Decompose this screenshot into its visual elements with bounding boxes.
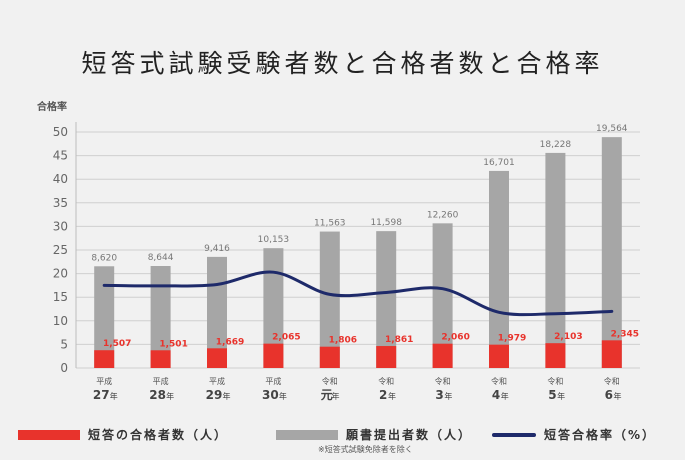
y-tick-label: 5 xyxy=(60,337,68,351)
bar-passers xyxy=(150,350,171,368)
x-tick-era: 平成 xyxy=(209,376,225,386)
data-label-applicants: 9,416 xyxy=(204,244,230,254)
bar-applicants xyxy=(432,223,453,368)
legend-label-passers: 短答の合格者数（人） xyxy=(88,428,229,442)
rate-line xyxy=(102,270,614,317)
x-tick-era: 令和 xyxy=(547,376,563,386)
data-label-passers: 2,060 xyxy=(441,333,469,343)
data-label-applicants: 11,563 xyxy=(314,219,346,229)
data-label-passers: 1,861 xyxy=(385,335,413,345)
legend-swatch-passers xyxy=(18,429,80,440)
data-label-applicants: 19,564 xyxy=(596,124,628,134)
data-label-applicants: 8,620 xyxy=(91,253,117,263)
data-label-passers: 1,979 xyxy=(498,334,526,344)
legend-item-applicants: 願書提出者数（人） xyxy=(276,426,472,443)
x-tick-unit: 年 xyxy=(332,391,340,401)
chart-title: 短答式試験受験者数と合格者数と合格率 xyxy=(81,49,604,78)
bar-passers xyxy=(489,344,509,368)
legend-item-rate: 短答合格率（%） xyxy=(492,426,656,443)
y-tick-label: 40 xyxy=(53,172,68,186)
x-tick-unit: 年 xyxy=(557,391,565,401)
x-tick-unit: 年 xyxy=(444,391,452,401)
bar-passers xyxy=(376,346,397,368)
y-axis-label: 合格率 xyxy=(36,100,67,113)
x-tick-era: 令和 xyxy=(604,376,620,386)
x-tick-year: 4 xyxy=(492,388,500,402)
x-tick-unit: 年 xyxy=(223,391,231,401)
legend-item-passers: 短答の合格者数（人） xyxy=(18,426,228,443)
data-label-applicants: 18,228 xyxy=(540,140,572,150)
x-tick-year: 27 xyxy=(93,388,110,402)
bar-applicants xyxy=(489,170,509,368)
y-tick-label: 50 xyxy=(53,125,68,139)
y-tick-label: 20 xyxy=(53,267,68,281)
x-tick-era: 令和 xyxy=(435,376,451,386)
x-tick-year: 3 xyxy=(435,388,443,402)
x-tick-unit: 年 xyxy=(279,391,287,401)
x-tick-era: 令和 xyxy=(491,376,507,386)
y-tick-label: 35 xyxy=(53,196,68,210)
y-tick-label: 15 xyxy=(53,290,68,304)
bar-applicants xyxy=(150,266,171,368)
legend-label-rate: 短答合格率（%） xyxy=(544,428,657,442)
x-tick-year: 30 xyxy=(262,388,279,402)
data-label-applicants: 10,153 xyxy=(258,235,290,245)
legend-swatch-applicants xyxy=(276,429,338,440)
data-label-applicants: 8,644 xyxy=(148,253,174,263)
x-tick-year: 6 xyxy=(605,388,613,402)
bar-passers xyxy=(545,343,566,368)
bar-applicants xyxy=(263,248,284,368)
data-label-passers: 2,345 xyxy=(611,329,639,339)
data-label-applicants: 12,260 xyxy=(427,210,459,220)
legend-label-applicants: 願書提出者数（人） xyxy=(346,428,473,442)
y-tick-label: 0 xyxy=(60,361,68,375)
x-tick-era: 令和 xyxy=(322,376,338,386)
x-tick-year: 元 xyxy=(321,388,333,402)
y-tick-label: 25 xyxy=(53,243,68,257)
x-tick-era: 平成 xyxy=(96,376,112,386)
y-tick-label: 10 xyxy=(53,314,68,328)
data-label-passers: 1,501 xyxy=(159,339,187,349)
x-tick-unit: 年 xyxy=(501,391,509,401)
data-label-passers: 1,806 xyxy=(329,336,357,346)
data-label-passers: 1,507 xyxy=(103,339,131,349)
data-label-passers: 2,103 xyxy=(554,332,582,342)
y-tick-label: 45 xyxy=(53,149,68,163)
bar-applicants xyxy=(94,266,115,368)
x-tick-year: 5 xyxy=(548,388,556,402)
x-tick-era: 令和 xyxy=(378,376,394,386)
x-tick-unit: 年 xyxy=(166,391,174,401)
bar-passers xyxy=(207,348,227,368)
bar-passers xyxy=(263,343,284,368)
data-label-applicants: 11,598 xyxy=(370,218,402,228)
x-tick-unit: 年 xyxy=(388,391,396,401)
bar-passers xyxy=(319,346,340,368)
data-label-passers: 2,065 xyxy=(272,333,300,343)
y-tick-label: 30 xyxy=(53,219,68,233)
x-tick-year: 2 xyxy=(379,388,387,402)
x-tick-era: 平成 xyxy=(265,376,281,386)
data-label-passers: 1,669 xyxy=(216,337,244,347)
legend-swatch-rate xyxy=(492,432,536,437)
bar-passers xyxy=(601,340,622,368)
bar-passers xyxy=(432,343,453,368)
x-tick-unit: 年 xyxy=(614,391,622,401)
x-tick-year: 29 xyxy=(206,388,223,402)
x-tick-unit: 年 xyxy=(110,391,118,401)
bar-applicants xyxy=(319,231,340,368)
bar-passers xyxy=(94,350,115,368)
bar-applicants xyxy=(376,231,397,368)
legend-note: ※短答式試験免除者を除く xyxy=(318,445,413,454)
x-tick-era: 平成 xyxy=(153,376,169,386)
data-label-applicants: 16,701 xyxy=(483,158,515,168)
x-tick-year: 28 xyxy=(149,388,166,402)
